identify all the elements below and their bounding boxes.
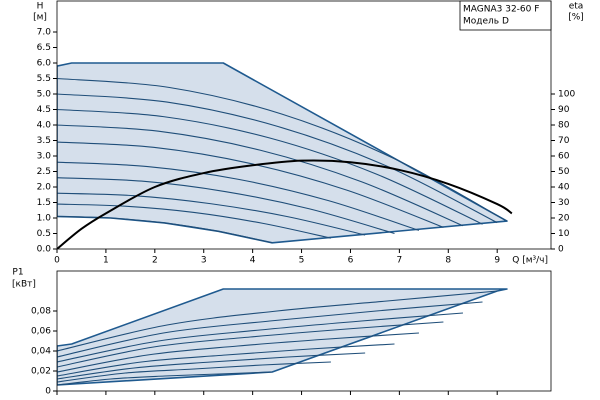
x-tick-label: 9 [494, 256, 500, 266]
y-tick-label: 4.0 [37, 121, 52, 131]
y2-tick-label: 100 [558, 90, 575, 100]
curve [57, 203, 332, 239]
x-tick-label: 0 [54, 256, 60, 266]
plot [57, 288, 508, 386]
curve [57, 93, 498, 224]
y-axis-unit: [м] [33, 13, 47, 23]
x-tick-label: 2 [152, 256, 158, 266]
y-tick-label: 1.0 [37, 214, 52, 224]
legend-box [459, 0, 552, 31]
efficiency-curve [57, 159, 513, 249]
y2-tick-label: 50 [558, 167, 570, 177]
y-tick-label: 6.0 [37, 59, 52, 69]
y-tick-label: 0,06 [31, 327, 51, 337]
curve [57, 371, 273, 386]
x-tick-label: 4 [250, 256, 256, 266]
y-tick-label: 0.5 [37, 229, 51, 239]
y2-tick-label: 30 [558, 198, 570, 208]
y-tick-label: 6.5 [37, 43, 51, 53]
y2-tick-label: 80 [558, 121, 570, 131]
y-axis-unit: [кВт] [12, 280, 36, 290]
y2-tick-label: 0 [558, 245, 564, 255]
y-tick-label: 3.5 [37, 136, 51, 146]
curve [57, 161, 420, 231]
curve [57, 215, 273, 244]
x-tick-label: 7 [397, 256, 403, 266]
y-tick-label: 5.0 [37, 90, 52, 100]
operating-area [57, 288, 508, 386]
curve [57, 361, 331, 383]
y2-tick-label: 20 [558, 214, 570, 224]
y-tick-label: 7.0 [37, 28, 52, 38]
x-tick-label: 6 [348, 256, 354, 266]
curve [57, 108, 483, 225]
curve [57, 332, 419, 373]
legend-subtitle: Модель D [463, 17, 509, 27]
y-tick-label: 2.5 [37, 167, 51, 177]
x-tick-label: 8 [445, 256, 451, 266]
plot [57, 62, 513, 249]
curve [57, 352, 366, 380]
curve [57, 141, 444, 228]
curve [57, 312, 464, 363]
x-axis-title: Q [м³/ч] [512, 256, 548, 266]
y2-tick-label: 90 [558, 105, 570, 115]
y2-tick-label: 40 [558, 183, 570, 193]
y2-tick-label: 10 [558, 229, 570, 239]
y-tick-label: 0,04 [31, 347, 51, 357]
y-tick-label: 0,08 [31, 307, 51, 317]
y2-tick-label: 60 [558, 152, 570, 162]
curve [57, 321, 444, 368]
y-tick-label: 4.5 [37, 105, 51, 115]
curve [57, 343, 395, 377]
x-tick-label: 1 [103, 256, 109, 266]
y-tick-label: 3.0 [37, 152, 52, 162]
curve [57, 192, 366, 236]
curve [57, 301, 483, 358]
y-axis-title: H [37, 2, 44, 12]
y2-axis-unit: [%] [568, 13, 584, 23]
legend-title: MAGNA3 32-60 F [463, 5, 539, 15]
x-tick-label: 3 [201, 256, 207, 266]
y-tick-label: 0,02 [31, 367, 51, 377]
y-tick-label: 0 [45, 387, 51, 397]
y-tick-label: 5.5 [37, 74, 51, 84]
curve [57, 124, 464, 227]
curve [57, 290, 498, 352]
y-tick-label: 1.5 [37, 198, 51, 208]
curve [57, 177, 395, 235]
y-tick-label: 0.0 [37, 245, 52, 255]
x-tick-label: 5 [299, 256, 305, 266]
y2-tick-label: 70 [558, 136, 570, 146]
y-tick-label: 2.0 [37, 183, 52, 193]
y-axis-title: P1 [12, 268, 23, 278]
y2-axis-title: eta [569, 2, 584, 12]
